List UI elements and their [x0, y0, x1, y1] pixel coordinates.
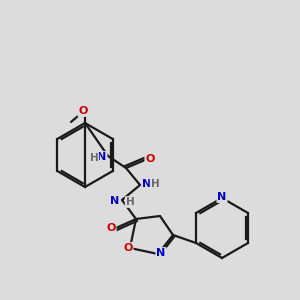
Text: H: H [126, 197, 134, 207]
Text: N: N [142, 179, 152, 189]
Text: O: O [78, 106, 88, 116]
Text: N: N [110, 196, 120, 206]
Text: H: H [151, 179, 159, 189]
Text: O: O [106, 223, 116, 233]
Text: N: N [218, 192, 226, 202]
Text: H: H [90, 153, 98, 163]
Text: N: N [156, 248, 166, 258]
Text: O: O [145, 154, 155, 164]
Text: O: O [123, 243, 133, 253]
Text: N: N [98, 152, 106, 162]
